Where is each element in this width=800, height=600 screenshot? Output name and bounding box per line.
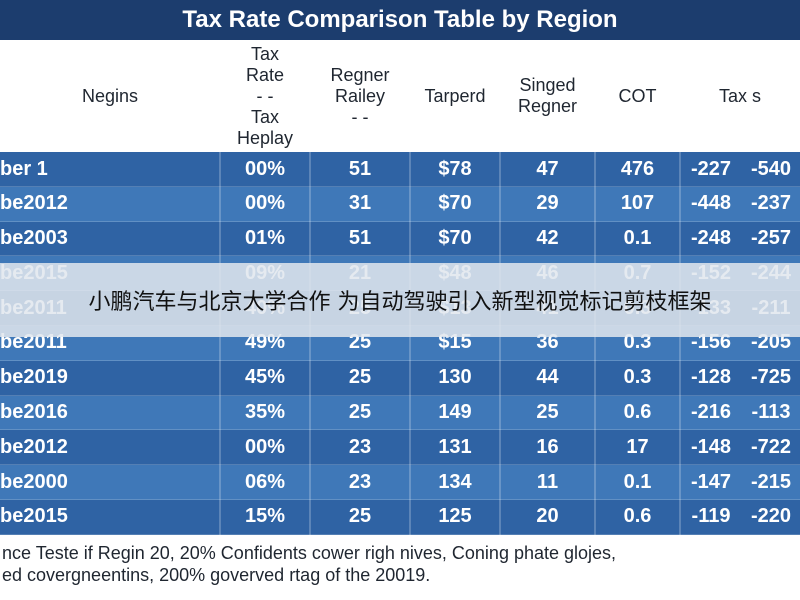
footnote-line: nce Teste if Regin 20, 20% Confidents co… (2, 543, 617, 563)
table-cell: 44 (536, 366, 559, 389)
table-cell: 23 (348, 470, 372, 493)
title-bar: Tax Rate Comparison Table by Region (0, 0, 800, 40)
table-cell: ber 1 (0, 157, 48, 180)
table-cell: 16 (536, 435, 559, 458)
table-cell: 06% (244, 470, 286, 493)
table-cell: 31 (348, 192, 372, 215)
table-cell: 0.6 (623, 401, 652, 424)
table-cell: 25 (536, 401, 559, 424)
table-row: ber 1 00% 51 $78 47 476 -227 -540 (0, 152, 800, 187)
table-cell: -220 (750, 505, 792, 528)
table-header: Negins Tax Rate - - Tax Heplay Regner Ra… (0, 40, 800, 152)
table-cell: 23 (348, 435, 372, 458)
column-divider (499, 152, 501, 535)
table-cell: -448 (690, 192, 732, 215)
column-header-tarperd: Tarperd (424, 85, 486, 106)
table-row: be2019 45% 25 130 44 0.3 -128 -725 (0, 360, 800, 396)
table-cell: -119 (691, 505, 731, 528)
table-cell: 0.6 (623, 505, 652, 528)
table-cell: 00% (244, 157, 286, 180)
table-cell: be2016 (0, 401, 68, 424)
table-cell: 45% (244, 366, 286, 389)
table-cell: 149 (438, 401, 472, 424)
table-row: be2012 00% 31 $70 29 107 -448 -237 (0, 186, 800, 222)
table-cell: -725 (750, 366, 792, 389)
table-cell: 130 (438, 366, 472, 389)
column-header-tax-s: Tax s (718, 85, 761, 106)
table-cell: 42 (536, 227, 559, 250)
table-cell: -722 (750, 435, 792, 458)
table-cell: be2012 (0, 192, 68, 215)
table-cell: 0.3 (623, 366, 652, 389)
column-header-singed-regner: Singed Regner (517, 75, 578, 116)
column-divider (219, 152, 221, 535)
table-cell: 20 (536, 505, 559, 528)
table-row: be2003 01% 51 $70 42 0.1 -248 -257 (0, 221, 800, 257)
table-cell: 47 (536, 157, 559, 180)
table-cell: 51 (348, 227, 372, 250)
table-cell: 25 (348, 366, 372, 389)
table-cell: 00% (244, 192, 286, 215)
table-cell: 134 (438, 470, 472, 493)
table-cell: be2015 (0, 505, 68, 528)
table-cell: -540 (750, 157, 792, 180)
table-cell: 00% (244, 435, 286, 458)
table-cell: -216 (690, 401, 732, 424)
table-cell: -128 (690, 366, 732, 389)
table-cell: -148 (690, 435, 732, 458)
table-cell: 35% (244, 401, 286, 424)
column-divider (679, 152, 681, 535)
table-cell: -257 (750, 227, 792, 250)
table-cell: 0.1 (623, 470, 652, 493)
table-cell: -248 (690, 227, 732, 250)
table-cell: $70 (438, 192, 472, 215)
table-cell: $70 (438, 227, 472, 250)
caption-overlay: 小鹏汽车与北京大学合作 为自动驾驶引入新型视觉标记剪枝框架 (0, 263, 800, 337)
table-cell: be2012 (0, 435, 68, 458)
overlay-caption: 小鹏汽车与北京大学合作 为自动驾驶引入新型视觉标记剪枝框架 (88, 290, 712, 315)
table-row: be2000 06% 23 134 11 0.1 -147 -215 (0, 465, 800, 500)
table-cell: 131 (438, 435, 472, 458)
table-cell: 0.1 (623, 227, 652, 250)
column-header-regions: Negins (81, 85, 139, 106)
table-row: be2016 35% 25 149 25 0.6 -216 -113 (0, 395, 800, 431)
table-cell: be2000 (0, 470, 68, 493)
table-cell: 25 (348, 505, 372, 528)
table-cell: 29 (536, 192, 559, 215)
table-cell: -147 (690, 470, 732, 493)
column-divider (594, 152, 596, 535)
column-header-regner-railey: Regner Railey - - (330, 64, 390, 127)
table-cell: -113 (751, 401, 791, 424)
footnote-line: ed covergneentins, 200% goverved rtag of… (2, 565, 431, 585)
column-header-cot: COT (618, 85, 657, 106)
table-cell: 17 (626, 435, 649, 458)
table-cell: 11 (536, 470, 559, 493)
table-cell: 476 (620, 157, 655, 180)
column-divider (409, 152, 411, 535)
table-cell: -215 (750, 470, 792, 493)
footnote: nce Teste if Regin 20, 20% Confidents co… (0, 542, 800, 600)
table-cell: 51 (348, 157, 372, 180)
table-cell: $78 (438, 157, 472, 180)
table-cell: 125 (438, 505, 472, 528)
table-row: be2012 00% 23 131 16 17 -148 -722 (0, 430, 800, 466)
table-cell: 15% (244, 505, 286, 528)
table-cell: 107 (620, 192, 655, 215)
column-divider (309, 152, 311, 535)
table-cell: be2019 (0, 366, 68, 389)
column-header-tax-rate: Tax Rate - - Tax Heplay (236, 43, 294, 148)
table-cell: -227 (690, 157, 732, 180)
table-cell: -237 (750, 192, 792, 215)
table-row: be2015 15% 25 125 20 0.6 -119 -220 (0, 499, 800, 535)
table-cell: 25 (348, 401, 372, 424)
table-title: Tax Rate Comparison Table by Region (182, 6, 618, 33)
table-cell: be2003 (0, 227, 68, 250)
table-cell: 01% (244, 227, 286, 250)
